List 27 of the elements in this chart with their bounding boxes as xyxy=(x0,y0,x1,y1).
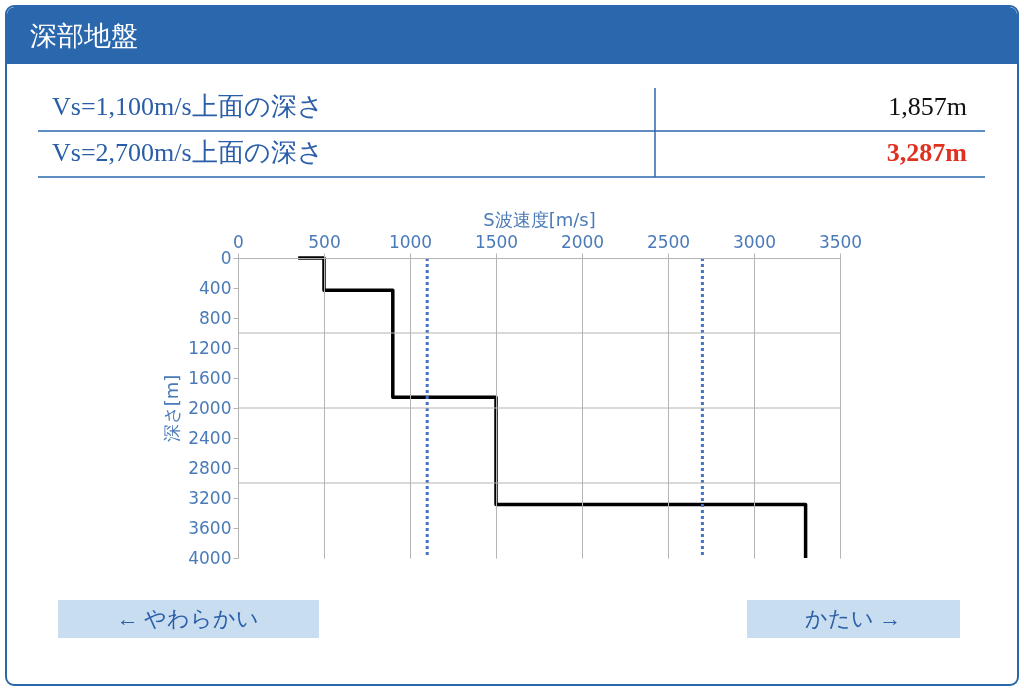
y-axis-title: 深さ[m] xyxy=(161,374,183,443)
y-tick-label: 2000 xyxy=(188,397,232,418)
y-tick-label: 400 xyxy=(199,277,232,298)
x-tick-label: 2500 xyxy=(646,231,691,252)
y-tick-label: 3600 xyxy=(188,517,232,538)
x-axis-title: S波速度[m/s] xyxy=(483,208,596,230)
y-tick-label: 2800 xyxy=(188,457,232,478)
text: Vs=1,100m/s上面の深さ xyxy=(52,92,324,121)
y-tick-label: 3200 xyxy=(188,487,232,508)
y-tick-label: 1200 xyxy=(188,337,232,358)
y-tick-label: 1600 xyxy=(188,367,232,388)
chart-title: 深部地盤 xyxy=(30,20,138,51)
text: かたい → xyxy=(804,606,902,631)
x-tick-label: 3500 xyxy=(818,231,863,252)
x-tick-label: 1500 xyxy=(474,231,519,252)
y-tick-label: 800 xyxy=(199,307,232,328)
y-tick-label: 4000 xyxy=(188,547,232,568)
x-tick-label: 2000 xyxy=(560,231,605,252)
x-tick-label: 1000 xyxy=(388,231,433,252)
y-tick-label: 0 xyxy=(220,247,232,268)
x-tick-label: 500 xyxy=(308,231,341,252)
text: ← やわらかい xyxy=(116,606,260,631)
x-tick-label: 3000 xyxy=(732,231,777,252)
text: 3,287m xyxy=(886,138,968,167)
text: 1,857m xyxy=(888,92,967,121)
y-tick-label: 2400 xyxy=(188,427,232,448)
text: Vs=2,700m/s上面の深さ xyxy=(52,138,324,167)
